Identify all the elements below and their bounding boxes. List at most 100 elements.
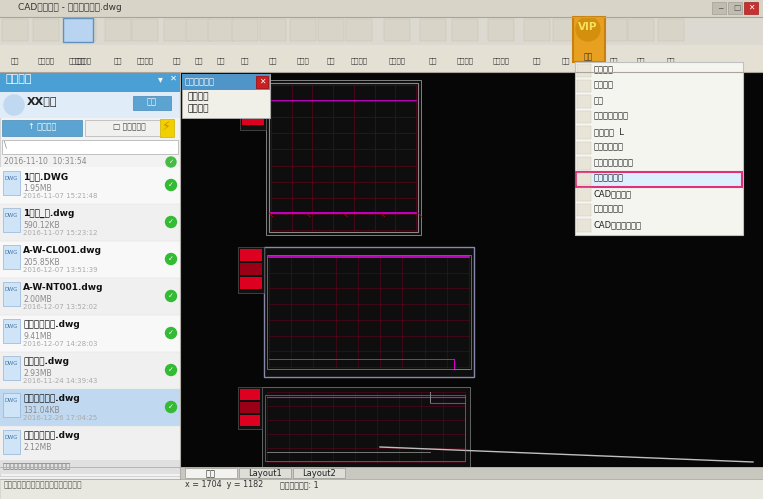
Bar bbox=[0, 352, 180, 389]
Text: 测量: 测量 bbox=[241, 57, 250, 63]
Text: ▾: ▾ bbox=[158, 74, 163, 84]
Text: 比例: 比例 bbox=[429, 57, 437, 63]
Text: ✕: ✕ bbox=[748, 3, 755, 12]
Text: 打开: 打开 bbox=[11, 57, 19, 63]
Bar bbox=[0, 17, 763, 45]
Bar bbox=[3, 430, 20, 454]
Bar bbox=[264, 247, 474, 377]
Bar bbox=[577, 79, 591, 92]
Text: DWG: DWG bbox=[5, 361, 18, 366]
Text: ✓: ✓ bbox=[168, 219, 174, 225]
Bar bbox=[577, 110, 591, 123]
Bar bbox=[0, 315, 180, 352]
Bar bbox=[3, 245, 20, 269]
Bar bbox=[0, 460, 180, 474]
Text: 2016-11-10  10:31:54: 2016-11-10 10:31:54 bbox=[4, 157, 87, 166]
Circle shape bbox=[166, 364, 176, 376]
Bar bbox=[3, 208, 20, 232]
Text: 天正图纸转换: 天正图纸转换 bbox=[594, 205, 624, 214]
Text: 帮助: 帮助 bbox=[610, 57, 618, 63]
Text: 外部参照图纸.dwg: 外部参照图纸.dwg bbox=[23, 394, 80, 403]
Text: 删除: 删除 bbox=[327, 57, 335, 63]
Bar bbox=[239, 468, 291, 478]
Bar bbox=[186, 19, 212, 41]
Text: □: □ bbox=[733, 3, 740, 12]
Text: VIP: VIP bbox=[578, 22, 597, 32]
Bar bbox=[238, 247, 264, 293]
Text: ─: ─ bbox=[718, 3, 723, 12]
Text: x = 1704  y = 1182: x = 1704 y = 1182 bbox=[185, 480, 263, 489]
Bar bbox=[185, 468, 237, 478]
Text: ✓: ✓ bbox=[168, 256, 174, 262]
Text: ✓: ✓ bbox=[168, 330, 174, 336]
Text: ✓: ✓ bbox=[168, 159, 173, 164]
Bar bbox=[240, 415, 260, 426]
Bar bbox=[242, 112, 264, 125]
Bar bbox=[240, 263, 262, 275]
Text: 1层板_转.dwg: 1层板_转.dwg bbox=[23, 209, 74, 218]
Bar bbox=[132, 19, 158, 41]
Bar bbox=[85, 120, 173, 136]
Bar bbox=[577, 142, 591, 154]
Bar bbox=[577, 126, 591, 139]
Bar bbox=[293, 468, 345, 478]
Text: 2.93MB: 2.93MB bbox=[23, 369, 52, 378]
Bar bbox=[3, 171, 20, 195]
Text: 模型: 模型 bbox=[206, 469, 216, 478]
Text: 205.85KB: 205.85KB bbox=[23, 258, 60, 267]
Text: 2016-12-07 13:51:39: 2016-12-07 13:51:39 bbox=[23, 267, 98, 273]
Text: 成员: 成员 bbox=[147, 97, 157, 106]
Text: 外部参照管理: 外部参照管理 bbox=[594, 174, 624, 183]
Text: 打印: 打印 bbox=[533, 57, 541, 63]
Text: 弧长: 弧长 bbox=[594, 96, 604, 105]
Text: 叠加: 叠加 bbox=[562, 57, 570, 63]
Text: 查看分段长度: 查看分段长度 bbox=[594, 143, 624, 152]
Bar bbox=[601, 19, 627, 41]
Bar bbox=[265, 395, 465, 461]
Bar bbox=[0, 72, 180, 92]
Circle shape bbox=[576, 17, 600, 41]
Bar bbox=[180, 72, 763, 467]
Text: 会员: 会员 bbox=[584, 52, 593, 61]
Bar bbox=[240, 402, 260, 413]
Text: 2016-11-07 15:23:12: 2016-11-07 15:23:12 bbox=[23, 230, 98, 236]
Bar bbox=[2, 120, 82, 136]
Text: 2016-12-07 13:52:02: 2016-12-07 13:52:02 bbox=[23, 304, 98, 310]
Text: 该列表列出了项目的文件和文件夹信息: 该列表列出了项目的文件和文件夹信息 bbox=[3, 462, 71, 469]
Bar bbox=[3, 282, 20, 306]
Bar bbox=[3, 356, 20, 380]
Text: 图纸: 图纸 bbox=[172, 57, 182, 63]
Text: 9.41MB: 9.41MB bbox=[23, 332, 52, 341]
Text: XX花园: XX花园 bbox=[27, 96, 57, 106]
Bar bbox=[658, 19, 684, 41]
Text: DWG: DWG bbox=[5, 324, 18, 329]
Text: 文字查找: 文字查找 bbox=[456, 57, 474, 63]
Bar bbox=[576, 172, 742, 187]
Bar bbox=[2, 140, 178, 154]
Text: 外部参照图纸: 外部参照图纸 bbox=[185, 77, 215, 86]
Text: 提取表格: 提取表格 bbox=[594, 80, 614, 89]
Bar bbox=[0, 389, 180, 426]
Text: 层层缩排: 层层缩排 bbox=[492, 57, 510, 63]
Text: 2.00MB: 2.00MB bbox=[23, 295, 52, 304]
Text: 快看云盘: 快看云盘 bbox=[6, 74, 33, 84]
Bar bbox=[3, 393, 20, 417]
Bar bbox=[240, 389, 260, 400]
Bar bbox=[238, 387, 262, 429]
Bar bbox=[346, 19, 372, 41]
Text: ↑ 上传图纸: ↑ 上传图纸 bbox=[28, 122, 56, 131]
Text: 当前标注比例: 1: 当前标注比例: 1 bbox=[280, 480, 319, 489]
Circle shape bbox=[166, 217, 176, 228]
Bar bbox=[0, 426, 180, 463]
Bar bbox=[575, 62, 743, 235]
Bar bbox=[240, 80, 266, 130]
Bar bbox=[182, 74, 270, 90]
Text: 该列表列出了项目的文件和文件夹信息: 该列表列出了项目的文件和文件夹信息 bbox=[4, 480, 82, 489]
Text: 1层板.DWG: 1层板.DWG bbox=[23, 172, 68, 181]
Text: DWG: DWG bbox=[5, 287, 18, 292]
Bar bbox=[0, 204, 180, 241]
Bar bbox=[182, 74, 270, 118]
Bar bbox=[0, 167, 180, 204]
Text: ✕: ✕ bbox=[259, 77, 266, 86]
Bar bbox=[2, 19, 28, 41]
